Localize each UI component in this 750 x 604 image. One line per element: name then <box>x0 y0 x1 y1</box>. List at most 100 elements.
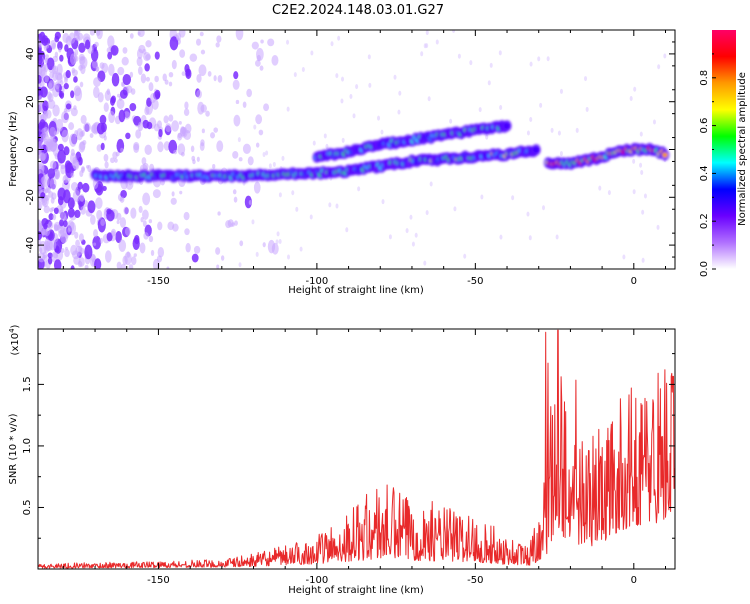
spectrogram-noise-speckle <box>278 192 282 198</box>
spectrogram-noise-speckle <box>183 108 190 117</box>
spectrogram-noise-speckle <box>216 264 220 269</box>
spectrogram-noise-speckle <box>641 209 645 215</box>
spectrogram-noise-speckle <box>62 175 69 184</box>
spectrogram-noise-speckle <box>216 35 222 43</box>
spectrogram-noise-speckle <box>39 86 48 98</box>
snr-ytick-label: 0.5 <box>22 500 33 516</box>
spectrogram-noise-speckle <box>104 161 109 169</box>
spectrogram-noise-speckle <box>51 251 58 263</box>
spectrogram-noise-speckle <box>48 239 57 251</box>
spectrogram-noise-speckle <box>585 106 589 112</box>
spectrogram-noise-speckle <box>52 213 57 221</box>
spectrogram-noise-speckle <box>485 134 489 140</box>
spectrogram-noise-speckle <box>301 67 305 73</box>
spectrogram-noise-speckle <box>215 42 220 48</box>
spectrogram-noise-speckle <box>263 103 270 112</box>
spectrogram-noise-speckle <box>478 107 482 113</box>
spectrogram-noise-speckle <box>84 265 89 269</box>
spectrogram-noise-speckle <box>99 237 103 244</box>
spectrogram-noise-speckle <box>138 205 143 213</box>
spectrogram-noise-speckle <box>293 72 297 78</box>
spectrogram-noise-speckle <box>238 262 242 268</box>
spectrogram-noise-speckle <box>43 240 50 253</box>
colorbar-tick-label: 0.8 <box>699 70 710 86</box>
spectrogram-noise-speckle <box>168 114 174 122</box>
spectrogram-noise-speckle <box>68 122 75 130</box>
spectrogram-noise-speckle <box>92 235 102 250</box>
spectrogram-xtick-label: -100 <box>306 276 329 287</box>
spectrogram-noise-speckle <box>119 217 127 228</box>
spectrogram-ytick-label: 20 <box>25 95 36 108</box>
spectrogram-track-core <box>533 147 539 153</box>
spectrogram-ytick-label: 40 <box>25 48 36 61</box>
spectrogram-noise-speckle <box>291 190 295 196</box>
spectrogram-noise-speckle <box>244 195 252 209</box>
spectrogram-noise-speckle <box>355 84 359 90</box>
spectrogram-noise-speckle <box>184 228 190 236</box>
spectrogram-noise-speckle <box>163 115 169 124</box>
spectrogram-noise-speckle <box>59 219 64 227</box>
spectrogram-noise-speckle <box>178 121 182 125</box>
spectrogram-noise-speckle <box>123 206 129 215</box>
spectrogram-noise-speckle <box>144 106 150 116</box>
spectrogram-noise-speckle <box>542 205 546 211</box>
spectrogram-noise-speckle <box>41 35 49 46</box>
spectrogram-noise-speckle <box>201 128 205 134</box>
spectrogram-noise-speckle <box>148 235 154 243</box>
spectrogram-noise-speckle <box>142 192 151 206</box>
spectrogram-noise-speckle <box>49 207 54 213</box>
spectrogram-noise-speckle <box>107 51 113 60</box>
snr-xtick-label: 0 <box>631 575 637 586</box>
spectrogram-noise-speckle <box>133 253 137 258</box>
spectrogram-noise-speckle <box>50 39 57 49</box>
spectrogram-noise-speckle <box>50 197 55 204</box>
spectrogram-noise-speckle <box>555 234 559 240</box>
spectrogram-ytick-label: 0 <box>25 146 36 152</box>
spectrogram-noise-speckle <box>129 102 137 112</box>
spectrogram-noise-speckle <box>213 75 217 82</box>
spectrogram-noise-speckle <box>154 75 159 83</box>
spectrogram-noise-speckle <box>377 115 381 121</box>
spectrogram-noise-speckle <box>335 73 339 79</box>
spectrogram-noise-speckle <box>49 126 57 139</box>
spectrogram-noise-speckle <box>539 102 543 108</box>
spectrogram-noise-speckle <box>641 257 645 263</box>
spectrogram-noise-speckle <box>46 187 51 194</box>
spectrogram-noise-speckle <box>639 162 643 168</box>
spectrogram-noise-speckle <box>57 196 64 206</box>
colorbar-tick-label: 0.2 <box>699 213 710 229</box>
spectrogram-noise-speckle <box>72 159 80 171</box>
spectrogram-noise-speckle <box>238 157 243 162</box>
spectrogram-noise-speckle <box>145 40 152 48</box>
colorbar-tick-label: 0.6 <box>699 118 710 134</box>
colorbar-label: Normalized spectral amplitude <box>737 72 748 226</box>
spectrogram-noise-speckle <box>118 239 127 252</box>
spectrogram-noise-speckle <box>398 90 402 96</box>
spectrogram-noise-speckle <box>239 240 244 247</box>
figure-title: C2E2.2024.148.03.01.G27 <box>272 3 444 18</box>
spectrogram-noise-speckle <box>145 54 151 61</box>
spectrogram-noise-speckle <box>381 199 385 205</box>
spectrogram-noise-speckle <box>90 214 96 225</box>
spectrogram-noise-speckle <box>78 42 86 53</box>
spectrogram-noise-speckle <box>95 197 103 209</box>
spectrogram-noise-speckle <box>233 71 239 80</box>
spectrogram-noise-speckle <box>42 251 48 259</box>
spectrogram-noise-speckle <box>367 54 371 60</box>
spectrogram-noise-speckle <box>107 35 115 49</box>
spectrogram-noise-speckle <box>268 163 272 169</box>
spectrogram-noise-speckle <box>111 72 120 87</box>
spectrogram-noise-speckle <box>643 193 647 199</box>
spectrogram-noise-speckle <box>108 63 115 76</box>
spectrogram-noise-speckle <box>77 260 83 268</box>
spectrogram-noise-speckle <box>122 73 132 86</box>
spectrogram-noise-speckle <box>94 41 99 48</box>
spectrogram-noise-speckle <box>70 172 75 178</box>
spectrogram-noise-speckle <box>137 30 145 38</box>
spectrogram-noise-speckle <box>117 66 125 76</box>
spectrogram-noise-speckle <box>103 153 109 162</box>
spectrogram-noise-speckle <box>78 233 84 242</box>
spectrogram-noise-speckle <box>77 181 83 190</box>
spectrogram-noise-speckle <box>143 232 149 240</box>
